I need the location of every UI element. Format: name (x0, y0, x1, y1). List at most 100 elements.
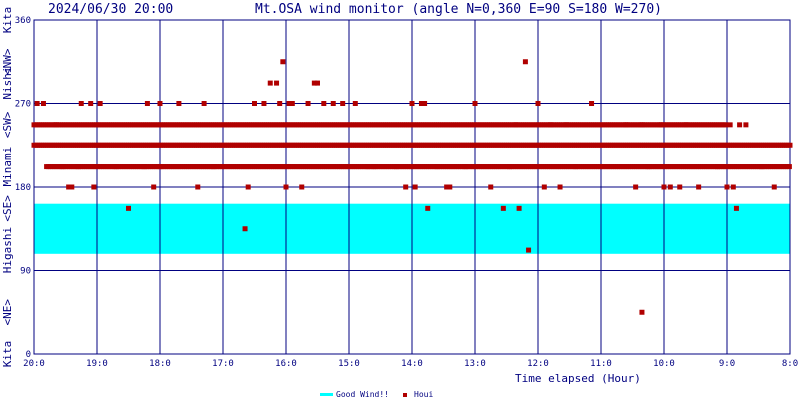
direction-label: <NW> (1, 48, 14, 75)
x-tick-label: 16:0 (275, 359, 297, 369)
data-point (201, 101, 207, 106)
x-tick-label: 15:0 (338, 359, 360, 369)
x-tick-label: 11:0 (590, 359, 612, 369)
data-point (513, 122, 519, 128)
data-point (696, 184, 702, 190)
x-axis-ticks: 20:0 19:0 18:0 17:0 16:0 15:0 14:0 13:0 12:0 11:0… (23, 359, 798, 369)
data-point (463, 164, 469, 170)
legend-point-swatch (403, 393, 407, 397)
data-point (507, 164, 513, 170)
data-point (743, 122, 749, 128)
y-tick-label: 360 (15, 16, 31, 26)
data-point (715, 164, 721, 170)
data-point (667, 184, 673, 190)
data-point (409, 101, 415, 106)
data-point (633, 184, 639, 190)
x-tick-label: 19:0 (86, 359, 108, 369)
data-point (787, 142, 793, 148)
data-point (66, 184, 72, 190)
direction-label: Kita (1, 341, 14, 368)
data-point (34, 101, 40, 106)
data-point (639, 122, 645, 128)
chart-title: Mt.OSA wind monitor (angle N=0,360 E=90 … (255, 2, 662, 17)
timestamp-label: 2024/06/30 20:00 (48, 2, 173, 17)
data-point (352, 101, 358, 106)
data-point (78, 101, 84, 106)
data-point (422, 101, 428, 106)
data-point (252, 101, 257, 106)
data-point (245, 184, 251, 190)
data-point (425, 205, 431, 211)
data-point (151, 184, 157, 190)
legend-points-label: Houi (414, 390, 433, 399)
data-point (683, 122, 689, 128)
x-tick-label: 17:0 (212, 359, 234, 369)
y-axis-ticks: 0 90 180 270 360 (15, 16, 31, 360)
data-point (40, 101, 46, 106)
data-point (88, 101, 94, 106)
data-point (418, 101, 424, 106)
data-point (315, 80, 320, 86)
data-point (321, 101, 327, 106)
data-point (488, 184, 494, 190)
direction-labels: Kita <NW>Nishi <SW> Minami <SE> Higashi <NE> Ki… (1, 7, 14, 368)
data-point (97, 101, 103, 106)
data-point (393, 164, 399, 170)
data-point (563, 122, 569, 128)
data-point (141, 164, 147, 170)
data-point (195, 184, 201, 190)
data-point (548, 122, 554, 128)
data-point (412, 184, 418, 190)
data-point (447, 184, 453, 190)
data-point (771, 184, 777, 190)
y-tick-label: 180 (15, 183, 31, 193)
x-axis-label: Time elapsed (Hour) (515, 372, 641, 385)
data-point (589, 101, 595, 106)
data-point (53, 122, 59, 128)
data-point (211, 164, 217, 170)
data-point (289, 101, 295, 106)
data-point (677, 184, 683, 190)
data-point (75, 164, 81, 170)
x-tick-label: 12:0 (527, 359, 549, 369)
data-point (261, 101, 267, 106)
data-point (157, 101, 163, 106)
x-tick-label: 13:0 (464, 359, 486, 369)
data-point (365, 164, 371, 170)
data-point (733, 205, 739, 211)
y-tick-label: 90 (20, 267, 31, 277)
data-point (526, 247, 532, 253)
data-point (500, 205, 506, 211)
data-point (242, 226, 248, 232)
data-point (472, 101, 478, 106)
data-point (786, 164, 792, 170)
data-point (658, 122, 664, 128)
legend-band-label: Good Wind!! (336, 390, 389, 399)
data-point (737, 122, 743, 128)
data-point (59, 164, 65, 170)
data-point (759, 164, 765, 170)
legend-band-swatch (320, 393, 333, 396)
data-point (144, 101, 150, 106)
data-point (522, 59, 528, 65)
y-tick-label: 0 (26, 350, 31, 360)
data-point (274, 80, 280, 86)
data-point (730, 184, 736, 190)
data-point (157, 164, 163, 170)
legend: Good Wind!! Houi (320, 390, 433, 399)
data-point (176, 101, 182, 106)
data-point (277, 101, 283, 106)
data-point (723, 122, 729, 128)
data-point (541, 184, 547, 190)
data-point (403, 184, 409, 190)
x-tick-label: 9:0 (719, 359, 735, 369)
data-point (573, 164, 579, 170)
data-point (299, 184, 305, 190)
data-point (371, 164, 377, 170)
data-point (267, 80, 273, 86)
data-point (444, 184, 450, 190)
data-point (434, 164, 440, 170)
x-tick-label: 14:0 (401, 359, 423, 369)
direction-label: <NE> (1, 299, 14, 326)
